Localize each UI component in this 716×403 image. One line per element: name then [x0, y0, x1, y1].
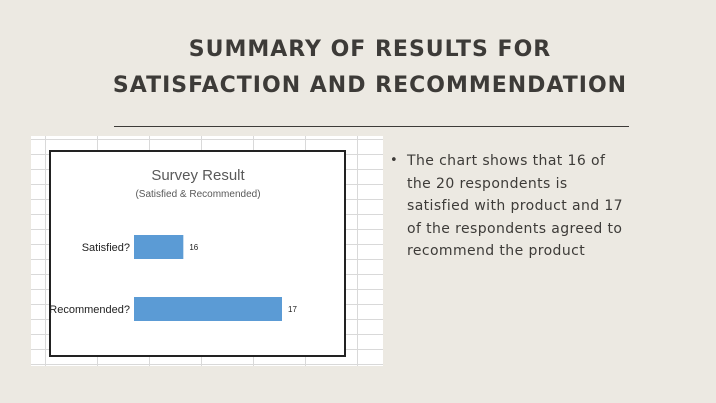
chart-frame: Survey Result (Satisfied & Recommended) … [49, 150, 346, 357]
chart-subtitle: (Satisfied & Recommended) [135, 189, 260, 200]
title-divider [114, 126, 629, 127]
slide-title: SUMMARY OF RESULTS FOR SATISFACTION AND … [0, 32, 716, 104]
bullet-list: • The chart shows that 16 of the 20 resp… [390, 150, 630, 263]
bar [134, 297, 282, 321]
data-label: 16 [189, 243, 198, 252]
slide-title-line-1: SUMMARY OF RESULTS FOR [188, 37, 552, 62]
bullet-text: The chart shows that 16 of the 20 respon… [407, 153, 623, 259]
bar [134, 235, 184, 259]
category-label: Recommended? [51, 304, 130, 316]
category-label: Satisfied? [82, 242, 130, 254]
bullet-item: • The chart shows that 16 of the 20 resp… [390, 150, 630, 263]
slide-title-line-2: SATISFACTION AND RECOMMENDATION [112, 73, 628, 98]
data-label: 17 [288, 305, 297, 314]
survey-bar-chart: Survey Result (Satisfied & Recommended) … [51, 167, 297, 321]
chart-title: Survey Result [151, 167, 245, 184]
bars-layer: Satisfied? 16 Recommended? 17 [51, 235, 297, 321]
bullet-marker: • [390, 153, 399, 168]
